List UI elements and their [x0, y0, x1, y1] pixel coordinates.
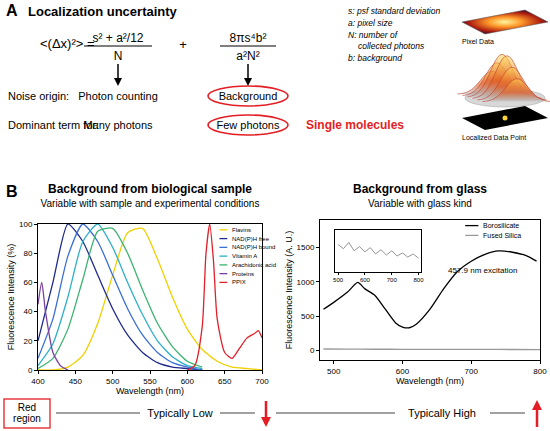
svg-text:Localized Data Point: Localized Data Point — [462, 134, 526, 141]
svg-text:Variable with glass kind: Variable with glass kind — [368, 198, 472, 209]
svg-text:800: 800 — [533, 367, 547, 376]
svg-text:700: 700 — [255, 377, 269, 386]
svg-text:100: 100 — [19, 220, 33, 229]
svg-text:<(Δx)²> =: <(Δx)²> = — [40, 36, 95, 51]
svg-text:Wavelength (nm): Wavelength (nm) — [396, 376, 464, 386]
svg-text:0: 0 — [28, 366, 33, 375]
svg-text:Red: Red — [18, 402, 36, 413]
svg-text:B: B — [6, 183, 18, 200]
svg-text:s: psf standard deviation: s: psf standard deviation — [348, 6, 440, 16]
svg-text:a²N²: a²N² — [236, 49, 259, 63]
svg-text:region: region — [13, 413, 41, 424]
svg-text:Borosilicate: Borosilicate — [483, 222, 519, 229]
svg-text:N: number of: N: number of — [348, 30, 399, 40]
svg-text:Vitamin A: Vitamin A — [232, 253, 257, 259]
svg-text:500: 500 — [106, 377, 120, 386]
svg-text:Typically High: Typically High — [408, 407, 476, 419]
svg-text:80: 80 — [23, 249, 32, 258]
svg-text:Proteins: Proteins — [232, 271, 254, 277]
svg-text:600: 600 — [360, 277, 371, 283]
svg-text:PPIX: PPIX — [232, 279, 246, 285]
svg-text:500: 500 — [333, 277, 344, 283]
svg-text:650: 650 — [218, 377, 232, 386]
svg-text:Background: Background — [219, 90, 278, 102]
svg-text:8πs⁴b²: 8πs⁴b² — [230, 31, 267, 45]
svg-text:Many photons: Many photons — [83, 119, 153, 131]
svg-text:600: 600 — [396, 367, 410, 376]
svg-text:Background from biological sam: Background from biological sample — [48, 182, 252, 196]
svg-text:0: 0 — [310, 346, 315, 355]
svg-text:Few photons: Few photons — [217, 119, 280, 131]
svg-text:N: N — [114, 49, 123, 63]
svg-text:Fluorescence Intensity (%): Fluorescence Intensity (%) — [6, 244, 16, 351]
svg-text:Fused Silica: Fused Silica — [483, 232, 521, 239]
svg-text:700: 700 — [387, 277, 398, 283]
svg-text:Fluorescence Intensity (A. U.): Fluorescence Intensity (A. U.) — [284, 231, 294, 350]
svg-text:Flavins: Flavins — [232, 227, 251, 233]
svg-text:1500: 1500 — [297, 243, 315, 252]
svg-text:Variable with sample and exper: Variable with sample and experimental co… — [41, 198, 260, 209]
svg-text:collected photons: collected photons — [358, 41, 425, 51]
svg-text:Single molecules: Single molecules — [306, 118, 404, 132]
svg-text:b: background: b: background — [348, 53, 402, 63]
svg-text:s² + a²/12: s² + a²/12 — [92, 31, 143, 45]
svg-text:NAD(P)H bound: NAD(P)H bound — [232, 244, 275, 250]
svg-text:Arachidonic acid: Arachidonic acid — [232, 262, 276, 268]
svg-text:Noise origin:: Noise origin: — [8, 90, 69, 102]
svg-text:450: 450 — [69, 377, 83, 386]
svg-text:Localization uncertainty: Localization uncertainty — [28, 4, 178, 19]
svg-text:Background from glass: Background from glass — [353, 182, 487, 196]
svg-text:+: + — [179, 37, 187, 52]
svg-text:Wavelength (nm): Wavelength (nm) — [116, 386, 184, 396]
svg-text:Pixel Data: Pixel Data — [462, 38, 494, 45]
svg-text:1000: 1000 — [297, 278, 315, 287]
svg-text:A: A — [6, 2, 18, 19]
svg-text:500: 500 — [301, 312, 315, 321]
svg-text:Dominant term for:: Dominant term for: — [8, 119, 100, 131]
svg-text:400: 400 — [31, 377, 45, 386]
svg-text:800: 800 — [414, 277, 425, 283]
svg-text:500: 500 — [327, 367, 341, 376]
svg-text:600: 600 — [181, 377, 195, 386]
svg-text:20: 20 — [23, 337, 32, 346]
svg-text:700: 700 — [465, 367, 479, 376]
svg-text:a: pixel size: a: pixel size — [348, 18, 393, 28]
svg-text:550: 550 — [143, 377, 157, 386]
svg-text:Typically Low: Typically Low — [147, 407, 212, 419]
svg-text:60: 60 — [23, 278, 32, 287]
svg-text:Photon counting: Photon counting — [78, 90, 158, 102]
svg-text:457.9 nm excitation: 457.9 nm excitation — [448, 266, 517, 275]
svg-text:NAD(P)H free: NAD(P)H free — [232, 236, 270, 242]
svg-text:40: 40 — [23, 307, 32, 316]
